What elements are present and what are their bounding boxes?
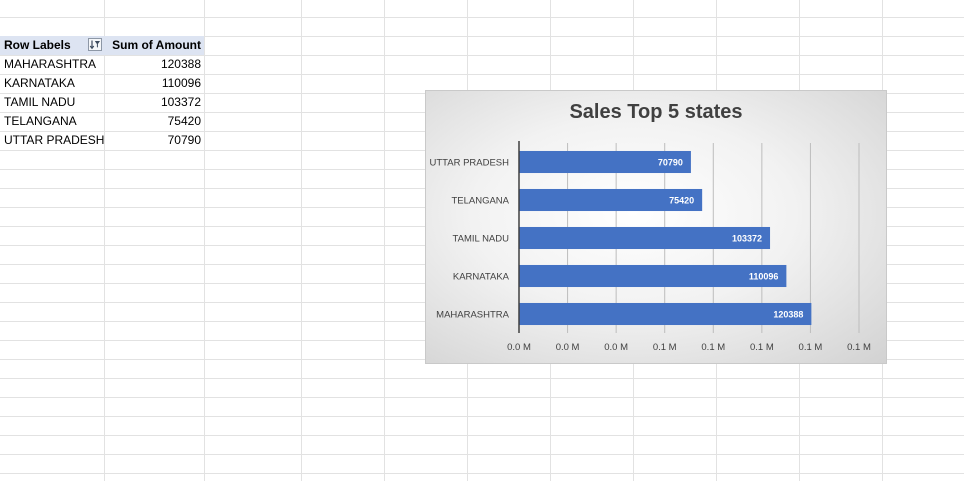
x-tick-label: 0.0 M (604, 342, 628, 353)
pivot-row-value: 70790 (167, 133, 201, 147)
pivot-header-row: Row Labels Sum of Amount (0, 36, 204, 55)
bar-chart-plot: 0.0 M 0.0 M 0.0 M 0.1 M 0.1 M 0.1 M 0.1 M 0.1 M… (429, 141, 871, 353)
pivot-row-labels-header[interactable]: Row Labels (4, 38, 71, 52)
x-tick-label: 0.1 M (653, 342, 677, 353)
pivot-row-label: TELANGANA (4, 114, 77, 128)
category-label: KARNATAKA (453, 272, 510, 283)
x-tick-label: 0.0 M (556, 342, 580, 353)
filter-dropdown-button[interactable] (88, 38, 102, 51)
bar (519, 150, 691, 174)
pivot-row-label: MAHARASHTRA (4, 57, 97, 71)
pivot-row-value: 120388 (160, 57, 201, 71)
pivot-row-value: 110096 (161, 76, 201, 90)
bar (519, 188, 703, 212)
x-tick-label: 0.0 M (507, 342, 531, 353)
bar-data-label: 103372 (732, 234, 762, 244)
pivot-row-label: KARNATAKA (4, 76, 75, 90)
x-tick-label: 0.1 M (701, 342, 725, 353)
pivot-row-value: 103372 (160, 95, 201, 109)
bar-data-label: 70790 (658, 158, 683, 168)
x-tick-label: 0.1 M (750, 342, 774, 353)
pivot-row[interactable]: TAMIL NADU 103372 (0, 93, 204, 112)
pivot-row-label: TAMIL NADU (4, 95, 76, 109)
bar (519, 226, 771, 250)
bar-data-label: 110096 (749, 272, 779, 282)
pivot-row-value: 75420 (167, 114, 201, 128)
pivot-row[interactable]: TELANGANA 75420 (0, 112, 204, 131)
pivot-row-label: UTTAR PRADESH (4, 133, 105, 147)
bar (519, 302, 812, 326)
x-tick-label: 0.1 M (799, 342, 823, 353)
bar (519, 264, 787, 288)
pivot-row[interactable]: UTTAR PRADESH 70790 (0, 131, 204, 150)
pivot-row[interactable]: KARNATAKA 110096 (0, 74, 204, 93)
pivot-row[interactable]: MAHARASHTRA 120388 (0, 55, 204, 74)
pivot-sum-of-amount-header[interactable]: Sum of Amount (112, 38, 201, 52)
bar-data-label: 75420 (669, 196, 694, 206)
chart-title[interactable]: Sales Top 5 states (569, 101, 743, 123)
bar-data-label: 120388 (773, 310, 803, 320)
x-tick-label: 0.1 M (847, 342, 871, 353)
category-label: TAMIL NADU (453, 234, 510, 245)
sort-filter-icon (89, 40, 100, 50)
category-label: TELANGANA (451, 196, 509, 207)
category-label: MAHARASHTRA (436, 310, 510, 321)
category-label: UTTAR PRADESH (429, 158, 509, 169)
